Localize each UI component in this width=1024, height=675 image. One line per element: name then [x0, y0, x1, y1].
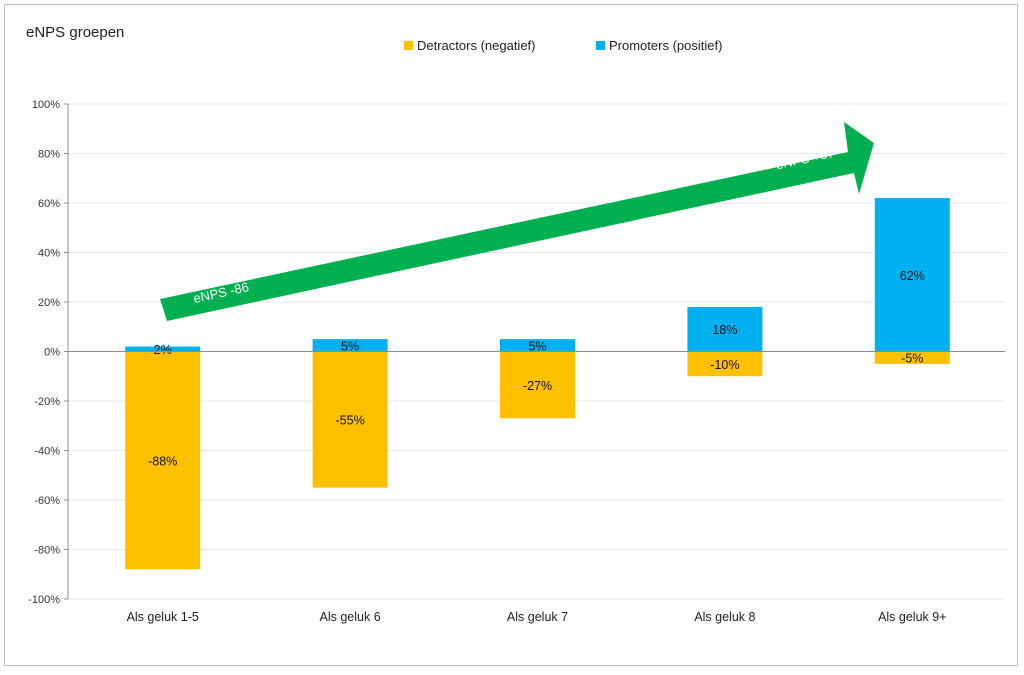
x-tick-label: Als geluk 1-5: [127, 610, 199, 624]
x-tick-label: Als geluk 7: [507, 610, 568, 624]
data-label-promoters: 2%: [154, 343, 172, 357]
legend-item-detractors: Detractors (negatief): [404, 38, 536, 53]
legend-swatch-detractors: [404, 41, 413, 50]
y-tick-label: 100%: [32, 99, 60, 111]
legend-swatch-promoters: [596, 41, 605, 50]
y-tick-label: -40%: [34, 446, 60, 458]
data-label-detractors: -55%: [336, 414, 365, 428]
data-label-promoters: 5%: [341, 339, 359, 353]
y-tick-label: 20%: [38, 297, 60, 309]
bar-detractors: [687, 351, 763, 377]
data-label-promoters: 18%: [712, 323, 737, 337]
data-label-detractors: -10%: [710, 358, 739, 372]
data-label-detractors: -88%: [148, 454, 177, 468]
data-label-detractors: -27%: [523, 379, 552, 393]
chart-title: eNPS groepen: [26, 24, 125, 41]
y-tick-label: 40%: [38, 248, 60, 260]
bar-promoters: [500, 339, 575, 352]
y-tick-label: 0%: [44, 347, 60, 359]
bar-detractors: [874, 351, 950, 364]
data-label-promoters: 5%: [528, 339, 546, 353]
bar-promoters: [312, 339, 388, 352]
trend-arrow-shape: [160, 122, 874, 321]
bar-detractors: [312, 351, 388, 488]
bar-promoters: [125, 346, 201, 352]
y-tick-label: -20%: [34, 396, 60, 408]
data-label-detractors: -5%: [901, 352, 923, 366]
data-label-promoters: 62%: [900, 269, 925, 283]
y-tick-label: -80%: [34, 545, 60, 557]
y-tick-label: 60%: [38, 198, 60, 210]
x-tick-label: Als geluk 9+: [878, 610, 946, 624]
bar-detractors: [125, 351, 201, 570]
bar-detractors: [500, 351, 575, 419]
legend-label-promoters: Promoters (positief): [609, 38, 723, 53]
bar-promoters: [874, 198, 950, 352]
legend-label-detractors: Detractors (negatief): [417, 38, 536, 53]
bar-promoters: [687, 306, 763, 352]
legend-item-promoters: Promoters (positief): [596, 38, 722, 53]
x-tick-label: Als geluk 6: [320, 610, 381, 624]
y-tick-label: -100%: [28, 594, 60, 606]
y-tick-label: -60%: [34, 495, 60, 507]
y-tick-label: 80%: [38, 149, 60, 161]
x-tick-label: Als geluk 8: [694, 610, 755, 624]
